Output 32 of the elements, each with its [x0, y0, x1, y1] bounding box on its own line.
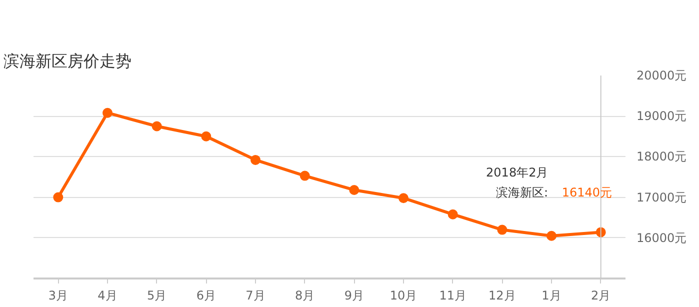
point [152, 121, 162, 132]
x-tick-label: 10月 [390, 288, 418, 302]
x-tick-label: 8月 [295, 288, 315, 302]
annotation: 16140元 [562, 185, 612, 200]
point [102, 108, 112, 118]
x-tick-label: 4月 [98, 288, 118, 302]
point [497, 224, 508, 235]
point [448, 209, 458, 220]
point [349, 185, 360, 195]
x-tick-label: 2月 [591, 288, 611, 302]
x-tick-label: 3月 [48, 288, 68, 302]
x-tick-label: 12月 [488, 288, 516, 302]
x-tick-label: 7月 [246, 288, 266, 302]
chart-title: 滨海新区房价走势 [4, 52, 132, 70]
x-tick-label: 9月 [344, 288, 364, 302]
x-tick-label: 11月 [439, 288, 466, 302]
x-tick-label: 5月 [147, 288, 167, 302]
point [398, 193, 408, 204]
point [546, 230, 556, 241]
y-tick-label: 17000元 [636, 190, 687, 204]
y-tick-label: 18000元 [636, 150, 687, 164]
x-tick-label: 6月 [196, 288, 216, 302]
y-tick-label: 16000元 [636, 230, 687, 245]
point [250, 154, 260, 165]
x-tick-label: 1月 [542, 288, 562, 302]
point [53, 192, 64, 202]
y-tick-label: 20000元 [636, 68, 687, 82]
annotation: 2018年2月 [486, 165, 548, 180]
annotation: 滨海新区: [496, 185, 548, 200]
y-tick-label: 19000元 [636, 109, 687, 124]
point [300, 170, 310, 181]
point [201, 131, 212, 142]
